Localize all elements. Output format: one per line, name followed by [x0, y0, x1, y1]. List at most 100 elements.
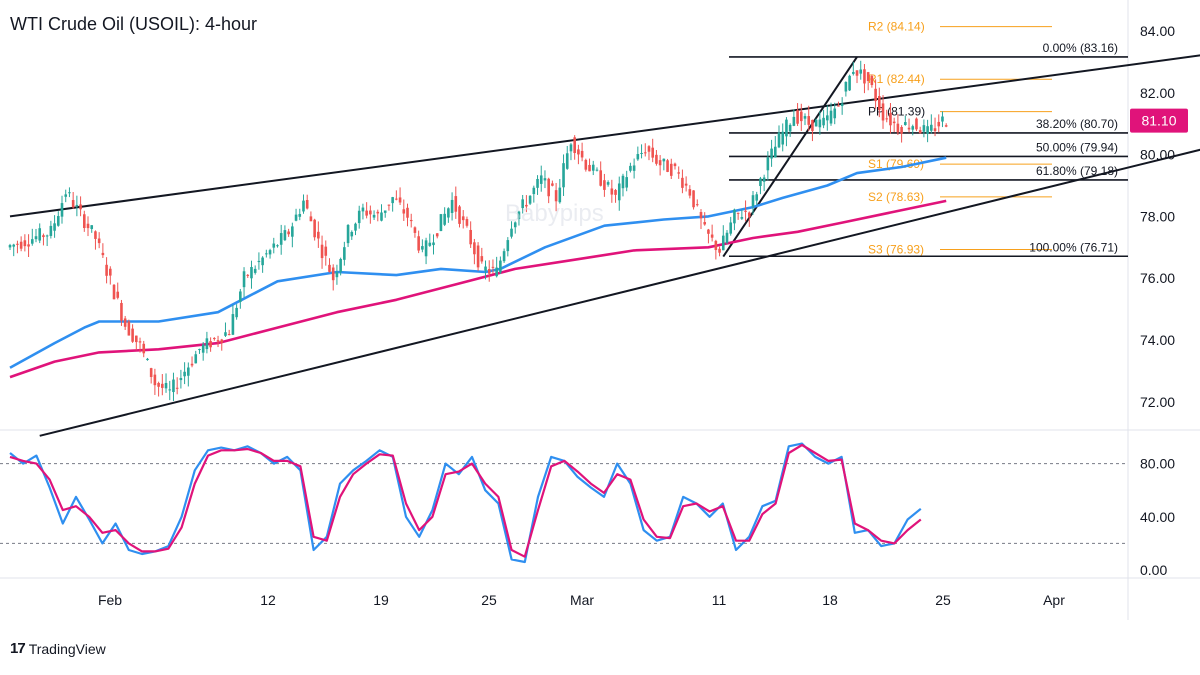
candle-body[interactable] [707, 229, 710, 234]
candle-body[interactable] [878, 96, 881, 110]
candle-body[interactable] [183, 371, 186, 377]
candle-body[interactable] [863, 69, 866, 84]
candle-body[interactable] [279, 233, 283, 245]
candle-body[interactable] [491, 266, 495, 268]
candle-body[interactable] [268, 250, 272, 255]
candle-body[interactable] [833, 108, 837, 119]
candle-body[interactable] [547, 178, 550, 197]
trendline-channel-bottom[interactable] [39, 139, 1200, 437]
candle-body[interactable] [94, 231, 97, 239]
candle-body[interactable] [584, 159, 588, 170]
candle-body[interactable] [172, 379, 175, 393]
candle-body[interactable] [777, 132, 781, 148]
candle-body[interactable] [525, 204, 528, 207]
candle-body[interactable] [695, 204, 699, 206]
candle-body[interactable] [718, 248, 721, 253]
candle-body[interactable] [551, 183, 554, 186]
candle-body[interactable] [23, 240, 27, 247]
candle-body[interactable] [837, 105, 840, 107]
candle-body[interactable] [725, 232, 729, 243]
candle-body[interactable] [187, 367, 190, 376]
candle-body[interactable] [335, 272, 339, 278]
candle-body[interactable] [480, 256, 484, 262]
candle-body[interactable] [361, 207, 365, 212]
candle-body[interactable] [513, 222, 517, 228]
candle-body[interactable] [19, 241, 23, 249]
candle-body[interactable] [699, 212, 703, 219]
candle-body[interactable] [595, 169, 599, 171]
candle-body[interactable] [324, 246, 328, 256]
candle-body[interactable] [458, 206, 461, 224]
candle-body[interactable] [610, 188, 614, 195]
candle-body[interactable] [369, 210, 372, 215]
candle-body[interactable] [194, 354, 198, 364]
candle-body[interactable] [881, 103, 885, 121]
candle-body[interactable] [138, 341, 142, 343]
candle-body[interactable] [235, 307, 238, 318]
candle-body[interactable] [759, 178, 762, 187]
candle-body[interactable] [681, 177, 684, 188]
candle-body[interactable] [376, 211, 380, 214]
candle-body[interactable] [75, 204, 79, 206]
candle-body[interactable] [227, 334, 231, 336]
candle-body[interactable] [528, 195, 532, 204]
candle-body[interactable] [116, 291, 120, 298]
candle-body[interactable] [521, 199, 524, 209]
candle-body[interactable] [409, 219, 413, 222]
candle-body[interactable] [346, 225, 350, 244]
candle-body[interactable] [320, 244, 324, 259]
candle-body[interactable] [643, 152, 647, 154]
candle-body[interactable] [231, 314, 235, 335]
candle-body[interactable] [291, 226, 294, 237]
candle-body[interactable] [510, 228, 513, 237]
candle-body[interactable] [636, 154, 640, 160]
candle-body[interactable] [465, 219, 469, 226]
candle-body[interactable] [844, 81, 848, 92]
candle-body[interactable] [770, 148, 773, 159]
candle-body[interactable] [447, 208, 450, 218]
candle-body[interactable] [432, 242, 435, 246]
candle-body[interactable] [257, 260, 261, 263]
candle-body[interactable] [751, 195, 755, 207]
candle-body[interactable] [655, 154, 658, 164]
candle-body[interactable] [788, 124, 792, 132]
candle-body[interactable] [536, 178, 539, 188]
candle-body[interactable] [350, 231, 354, 237]
candle-body[interactable] [86, 223, 90, 229]
candle-body[interactable] [740, 217, 744, 219]
candle-body[interactable] [915, 118, 918, 130]
candle-body[interactable] [79, 204, 82, 210]
candle-body[interactable] [168, 389, 172, 391]
candle-body[interactable] [146, 358, 149, 361]
candle-body[interactable] [562, 163, 565, 188]
candle-body[interactable] [580, 150, 584, 158]
candle-body[interactable] [365, 210, 368, 216]
candle-body[interactable] [889, 113, 892, 126]
candle-body[interactable] [83, 214, 86, 229]
candle-body[interactable] [443, 213, 446, 225]
candle-body[interactable] [926, 126, 929, 134]
candle-body[interactable] [502, 251, 506, 262]
candle-body[interactable] [354, 223, 357, 231]
candle-body[interactable] [90, 225, 94, 229]
candle-body[interactable] [532, 187, 536, 195]
candle-body[interactable] [799, 111, 803, 122]
candle-body[interactable] [554, 190, 558, 202]
candle-body[interactable] [294, 214, 298, 221]
candle-body[interactable] [625, 177, 628, 188]
candle-body[interactable] [38, 228, 42, 241]
candle-body[interactable] [822, 117, 825, 126]
candle-body[interactable] [818, 119, 822, 128]
candle-body[interactable] [313, 219, 316, 238]
tradingview-logo[interactable]: 17 TradingView [10, 640, 106, 657]
trendline-swing-line[interactable] [722, 56, 858, 258]
candle-body[interactable] [811, 119, 814, 131]
candle-body[interactable] [179, 377, 183, 381]
candle-body[interactable] [112, 284, 116, 300]
candle-body[interactable] [213, 338, 216, 340]
candle-body[interactable] [135, 335, 138, 343]
candle-body[interactable] [688, 189, 692, 196]
candle-body[interactable] [402, 209, 406, 214]
candle-body[interactable] [904, 122, 907, 125]
